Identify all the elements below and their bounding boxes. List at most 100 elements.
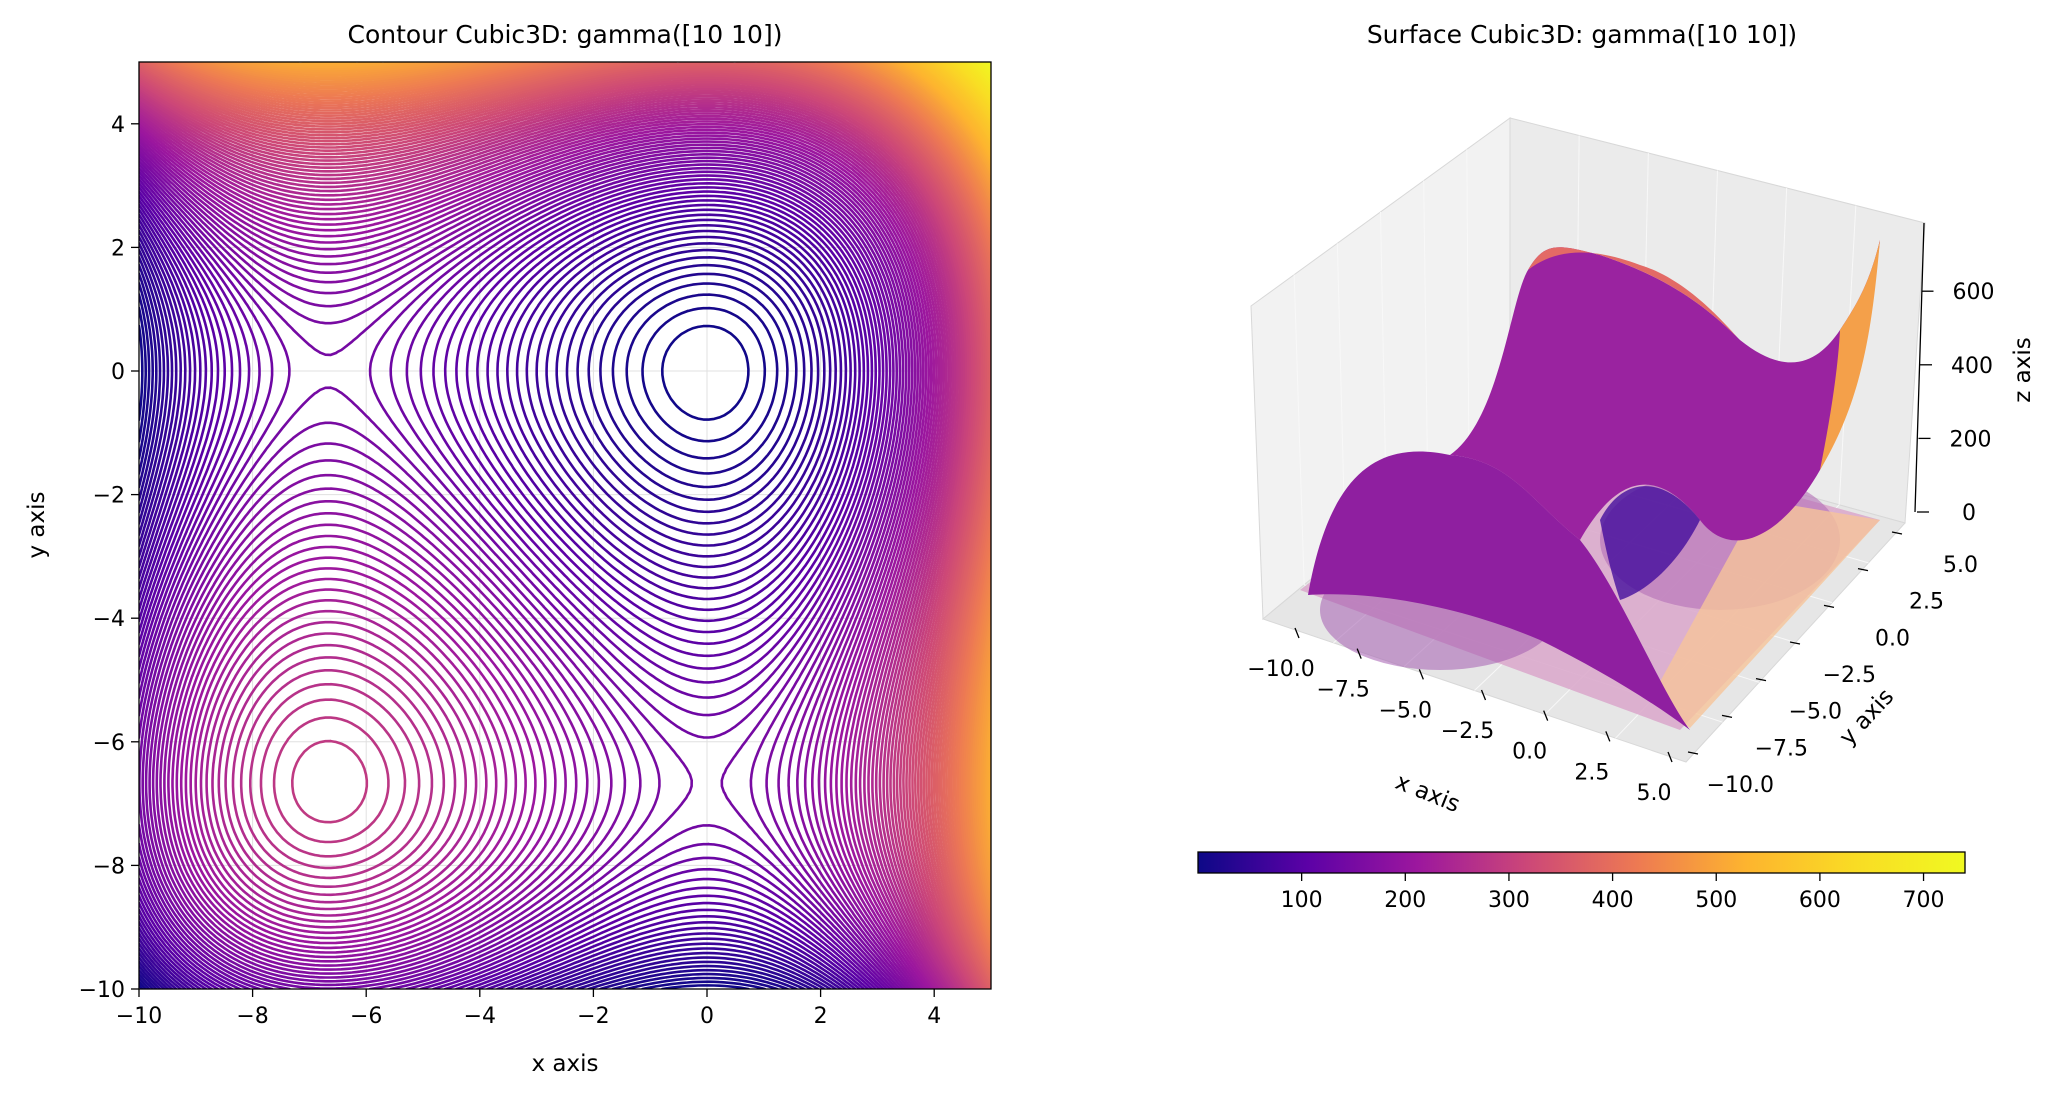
contour-line	[976, 62, 991, 78]
surface-y-tick-mark	[1891, 531, 1903, 535]
contour-line	[139, 62, 991, 989]
surface-y-tick-label: −2.5	[1823, 663, 1876, 688]
contour-x-tick-label: 0	[700, 1004, 714, 1029]
contour-line	[923, 62, 991, 136]
contour-line	[966, 62, 991, 90]
contour-line	[139, 74, 980, 989]
surface-x-tick-mark	[1605, 731, 1611, 742]
colorbar-tick-label: 700	[1903, 888, 1945, 913]
surface-panel: Surface Cubic3D: gamma([10 10]) −10.0−7.…	[1197, 20, 2036, 913]
surface-x-tick-mark	[1356, 648, 1362, 659]
contour-line	[139, 174, 888, 989]
wall-grid-line	[1423, 180, 1429, 483]
surface-z-tick-label: 400	[1951, 354, 1993, 379]
contour-x-ticks: −10 −8 −6 −4 −2 0 2 4	[116, 989, 941, 1029]
contour-line	[948, 62, 991, 109]
surface-x-tick-label: −10.0	[1247, 657, 1314, 682]
wall-grid-line	[1466, 149, 1470, 449]
contour-line	[139, 122, 936, 989]
contour-line	[139, 76, 978, 989]
contour-line	[900, 62, 991, 161]
surface-x-tick-label: −5.0	[1379, 698, 1432, 723]
contour-x-tick-label: −10	[116, 1004, 162, 1029]
contour-line	[139, 182, 881, 989]
surface-y-axis-label: y axis	[1835, 684, 1900, 751]
surface-x-tick-label: 5.0	[1637, 781, 1672, 806]
contour-line	[139, 125, 933, 989]
contour-line	[139, 67, 986, 989]
colorbar-tick-label: 200	[1384, 888, 1426, 913]
contour-line	[917, 62, 991, 142]
contour-y-tick-label: −4	[93, 607, 125, 632]
contour-y-tick-label: −10	[79, 978, 125, 1003]
contour-y-tick-label: 2	[111, 236, 125, 261]
contour-line	[139, 208, 857, 989]
contour-line	[139, 99, 957, 989]
contour-line	[928, 62, 991, 130]
contour-y-tick-label: 4	[111, 113, 125, 138]
contour-line	[139, 140, 920, 989]
contour-line	[139, 143, 917, 989]
contour-line	[191, 62, 991, 933]
contour-line	[139, 256, 813, 989]
contour-x-tick-label: −4	[464, 1004, 496, 1029]
contour-line	[139, 263, 806, 989]
contour-line	[196, 62, 991, 927]
contour-line	[139, 199, 866, 989]
contour-y-tick-label: −8	[93, 854, 125, 879]
surface-x-ticks: −10.0−7.5 −5.0 −2.5 0.0 2.5 5.0	[1247, 627, 1673, 806]
contour-line	[139, 242, 826, 989]
contour-lines	[139, 62, 991, 989]
surface-front-face	[1308, 451, 1690, 730]
contour-line	[139, 97, 959, 989]
contour-line	[139, 104, 953, 989]
contour-line	[139, 213, 852, 989]
surface-y-tick-label: 0.0	[1875, 626, 1910, 651]
contour-line	[181, 62, 991, 943]
surface-y-tick-label: 2.5	[1909, 590, 1944, 615]
floor-contour-warm-edge	[1650, 500, 1880, 728]
contour-line	[139, 92, 964, 989]
contour-line	[897, 62, 991, 165]
surface-saddle-shadow	[1600, 486, 1700, 600]
contour-title: Contour Cubic3D: gamma([10 10])	[348, 20, 783, 49]
contour-line	[149, 62, 991, 978]
contour-x-tick-label: −8	[236, 1004, 268, 1029]
contour-x-tick-label: 2	[814, 1004, 828, 1029]
surface-back-ridge	[1450, 240, 1880, 541]
contour-line	[915, 62, 991, 145]
contour-line	[926, 62, 991, 133]
colorbar-tick-label: 100	[1281, 888, 1323, 913]
contour-y-tick-label: −6	[93, 731, 125, 756]
surface-x-tick-mark	[1294, 627, 1300, 639]
contour-line	[931, 62, 991, 127]
surface-y-tick-mark	[1823, 604, 1835, 608]
surface-y-tick-mark	[1857, 568, 1869, 572]
surface-x-tick-label: −2.5	[1441, 719, 1494, 744]
contour-panel: Contour Cubic3D: gamma([10 10]) −10 −8 −6 −…	[24, 20, 992, 1077]
contour-line	[139, 101, 955, 989]
surface-x-tick-mark	[1543, 710, 1549, 721]
contour-line	[139, 131, 928, 989]
surface-mesh	[1308, 240, 1880, 730]
contour-line	[139, 89, 966, 989]
contour-line	[139, 72, 982, 989]
contour-y-tick-label: −2	[93, 484, 125, 509]
contour-line	[207, 62, 991, 915]
contour-line	[959, 62, 991, 97]
contour-line	[139, 229, 837, 989]
contour-line	[139, 106, 950, 989]
surface-right-peak	[1820, 240, 1880, 470]
contour-line	[139, 94, 962, 989]
contour-line	[139, 120, 938, 989]
wall-grid-line	[1293, 274, 1305, 585]
surface-y-tick-mark	[1687, 751, 1699, 755]
contour-line	[955, 62, 991, 101]
contour-line	[139, 203, 861, 989]
surface-y-ticks: −10.0 −7.5 −5.0 −2.5 0.0 2.5 5.0	[1687, 531, 1978, 798]
contour-line	[139, 282, 789, 989]
contour-line	[139, 293, 779, 989]
contour-line	[139, 137, 922, 989]
surface-y-tick-label: −7.5	[1755, 736, 1808, 761]
